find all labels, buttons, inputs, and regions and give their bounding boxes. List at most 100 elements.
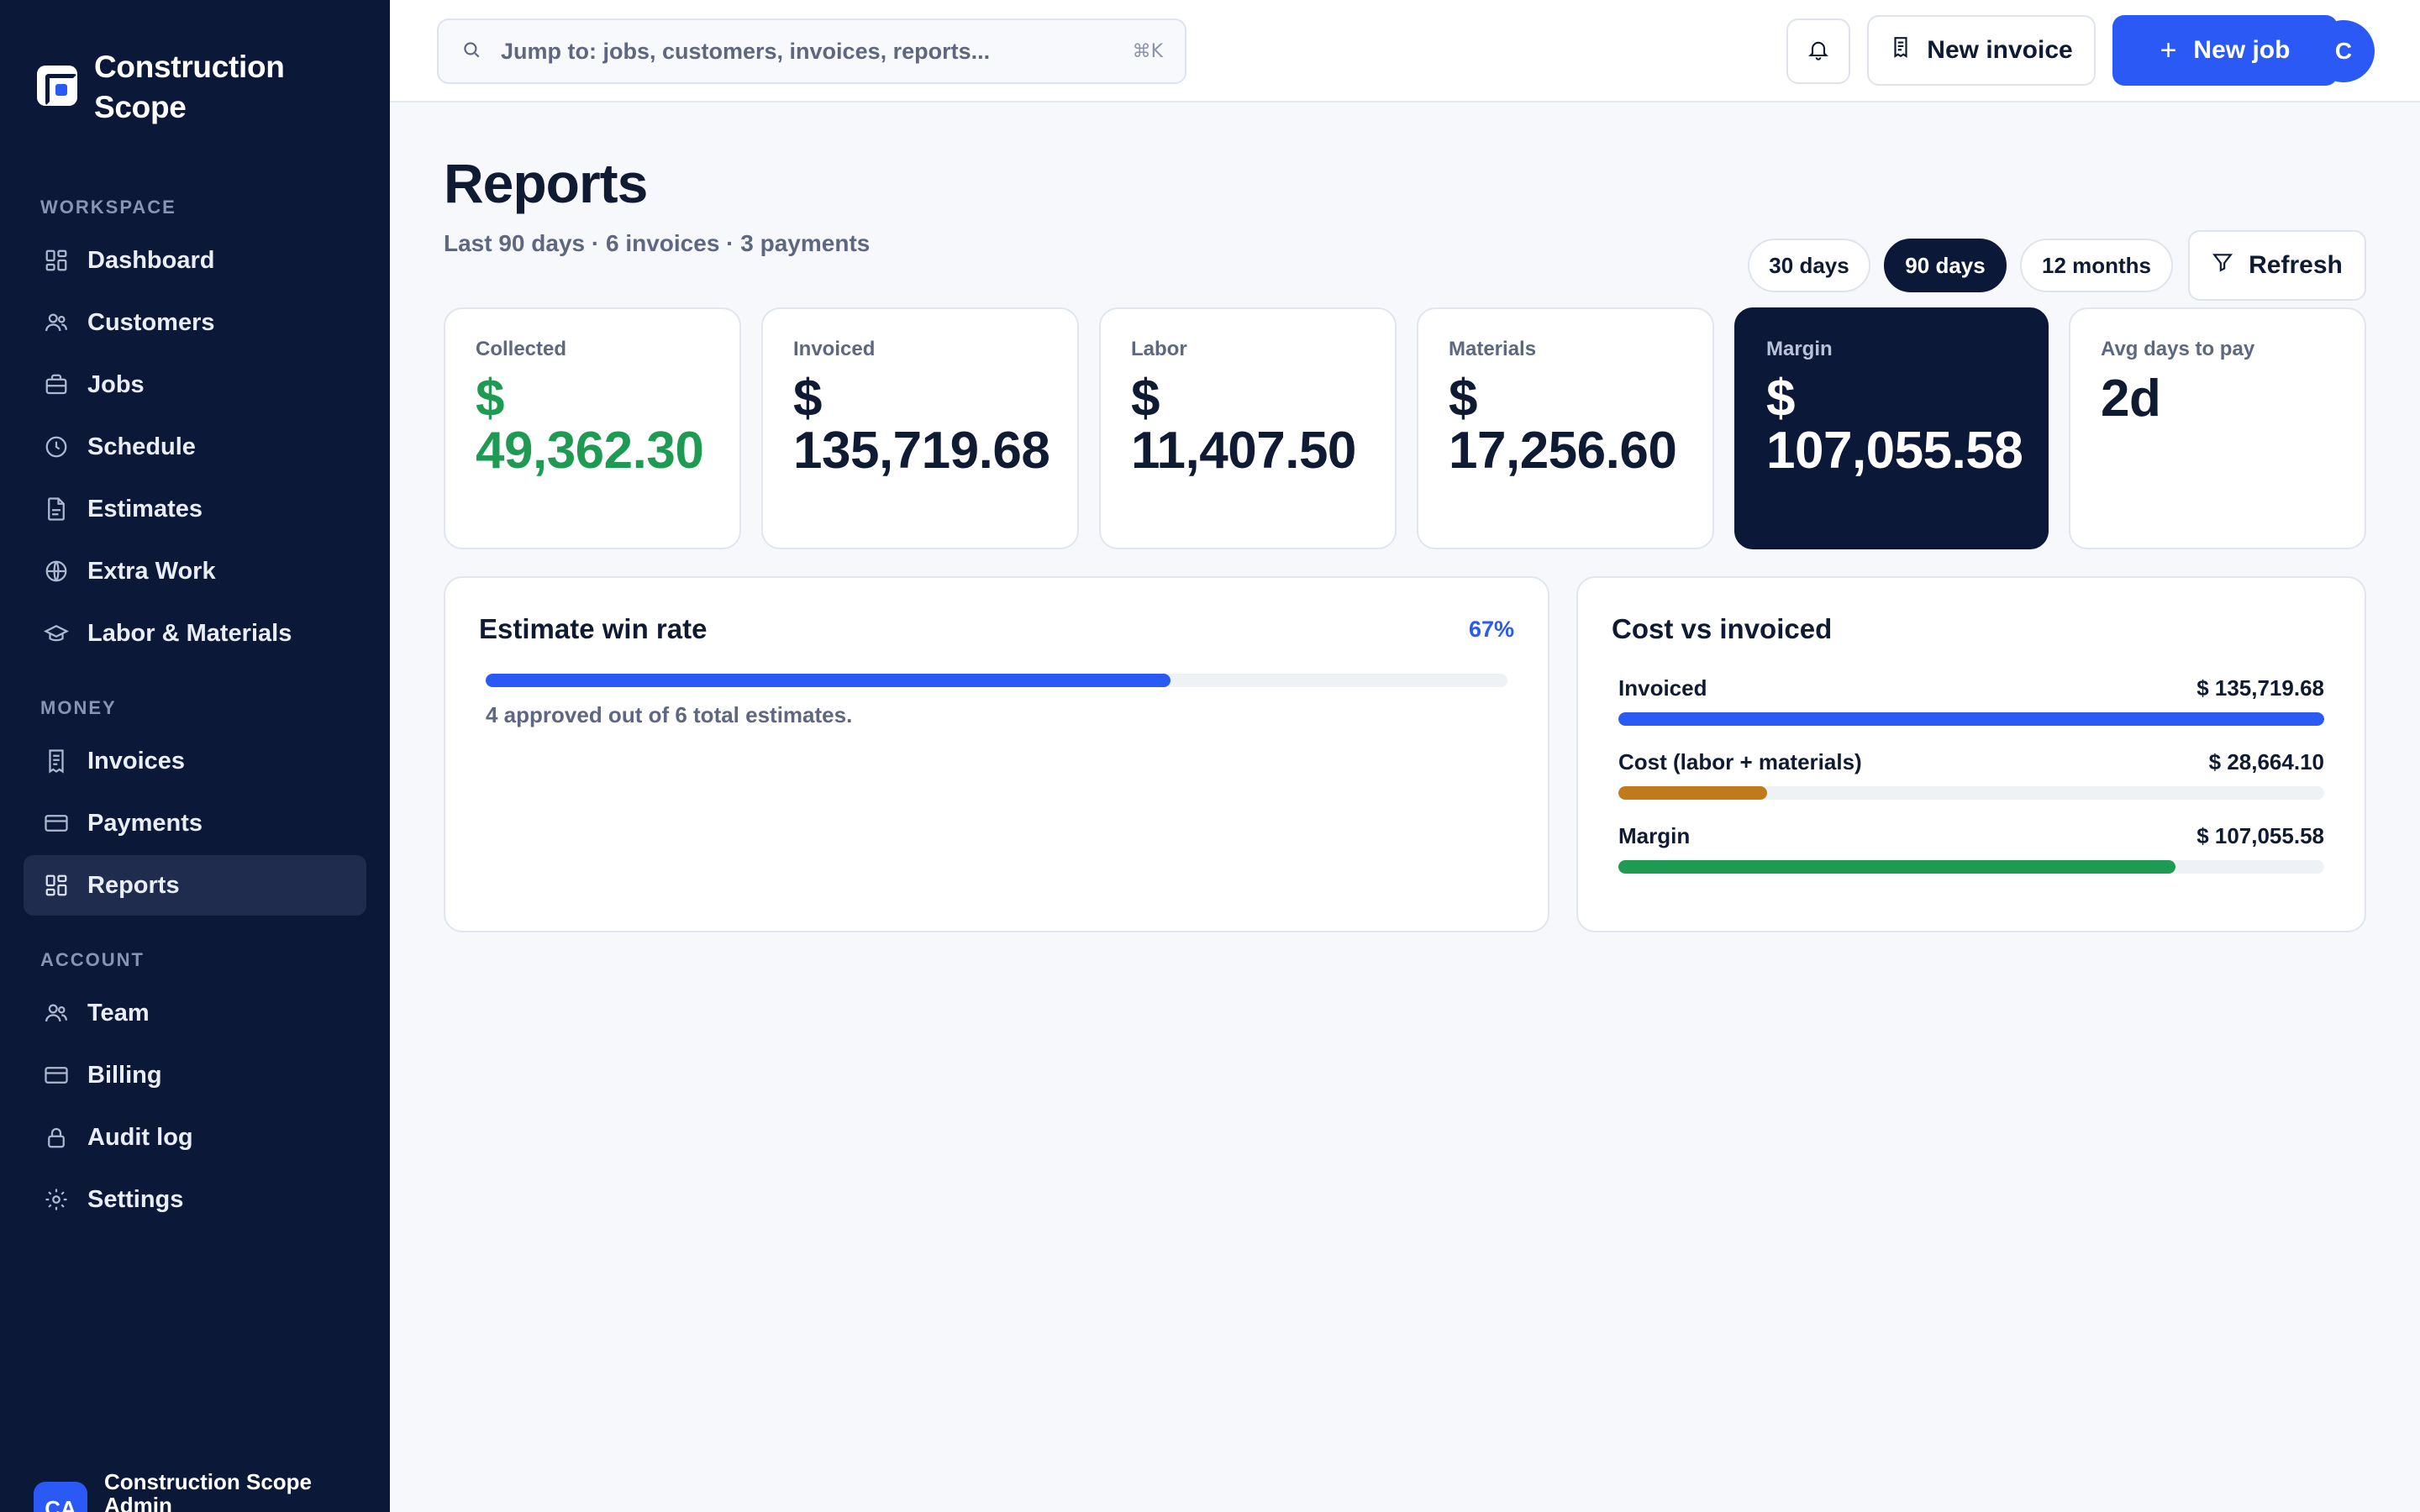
briefcase-icon — [44, 372, 69, 397]
sidebar-item-dashboard[interactable]: Dashboard — [24, 230, 366, 291]
card-title: Cost vs invoiced — [1612, 613, 1833, 644]
search-input[interactable] — [501, 38, 1133, 65]
sidebar-item-label: Extra Work — [87, 557, 216, 585]
cost-row-value: $ 107,055.58 — [2196, 823, 2324, 848]
receipt-icon — [1890, 36, 1927, 65]
sidebar-item-settings[interactable]: Settings — [24, 1169, 366, 1230]
avatar: CA — [34, 1482, 87, 1512]
sidebar-item-label: Labor & Materials — [87, 619, 292, 647]
win-rate-progress — [486, 674, 1507, 687]
range-90-days[interactable]: 90 days — [1884, 239, 2007, 292]
range-12-months[interactable]: 12 months — [2020, 239, 2173, 292]
section-label-workspace: WORKSPACE — [40, 197, 176, 218]
kpi-value: 2d — [2101, 370, 2161, 428]
cost-row-bar-fill — [1618, 860, 2175, 874]
brand-logo-icon — [37, 66, 77, 106]
sidebar-item-billing[interactable]: Billing — [24, 1045, 366, 1105]
gear-icon — [44, 1187, 69, 1212]
kpi-label: Labor — [1131, 338, 1187, 360]
range-30-days[interactable]: 30 days — [1748, 239, 1870, 292]
sidebar-item-jobs[interactable]: Jobs — [24, 354, 366, 415]
cost-row-bar — [1618, 786, 2324, 800]
cost-row-label: Margin — [1618, 823, 1691, 848]
hat-icon — [44, 621, 69, 646]
topbar: ⌘K New invoice + New job C — [390, 0, 2420, 102]
kpi-label: Materials — [1449, 338, 1537, 360]
sidebar-item-labor-materials[interactable]: Labor & Materials — [24, 603, 366, 664]
brand-name: Construction Scope — [94, 50, 285, 124]
globe-icon — [44, 559, 69, 584]
sidebar-item-label: Billing — [87, 1061, 162, 1089]
cost-row-value: $ 135,719.68 — [2196, 675, 2324, 701]
page-subtitle: Last 90 days · 6 invoices · 3 payments — [444, 230, 871, 256]
search-box[interactable]: ⌘K — [437, 18, 1186, 84]
sidebar-item-label: Payments — [87, 809, 203, 837]
sidebar-item-extra-work[interactable]: Extra Work — [24, 541, 366, 601]
sidebar-item-label: Audit log — [87, 1123, 193, 1151]
sidebar-item-label: Jobs — [87, 370, 145, 398]
grid-icon — [44, 248, 69, 273]
sidebar-item-label: Customers — [87, 308, 215, 336]
user-name: Construction Scope Admin — [104, 1469, 313, 1512]
cost-row-label: Cost (labor + materials) — [1618, 749, 1862, 774]
receipt-icon — [44, 748, 69, 774]
win-rate-note: 4 approved out of 6 total estimates. — [486, 702, 853, 727]
filter-icon — [2212, 251, 2249, 280]
cost-row-bar-fill — [1618, 712, 2324, 726]
kpi-value: $135,719.68 — [793, 370, 1050, 480]
search-shortcut: ⌘K — [1132, 40, 1163, 62]
search-icon — [460, 39, 482, 65]
cost-row-label: Invoiced — [1618, 675, 1707, 701]
new-job-label: New job — [2193, 36, 2291, 64]
sidebar-item-label: Invoices — [87, 747, 186, 774]
grid-icon — [44, 873, 69, 898]
sidebar-item-label: Dashboard — [87, 246, 215, 274]
new-invoice-button[interactable]: New invoice — [1867, 15, 2096, 86]
kpi-margin: Margin $107,055.58 — [1734, 307, 2049, 549]
notifications-button[interactable] — [1786, 18, 1850, 84]
sidebar-item-label: Estimates — [87, 495, 203, 522]
clock-icon — [44, 434, 69, 459]
users-icon — [44, 310, 69, 335]
sidebar-item-customers[interactable]: Customers — [24, 292, 366, 353]
account-avatar[interactable]: C — [2312, 20, 2375, 82]
sidebar-item-payments[interactable]: Payments — [24, 793, 366, 853]
refresh-label: Refresh — [2249, 251, 2343, 279]
sidebar-item-label: Team — [87, 999, 150, 1026]
cost-row-bar-fill — [1618, 786, 1768, 800]
kpi-value: $11,407.50 — [1131, 370, 1356, 480]
card-title: Estimate win rate — [479, 613, 708, 644]
refresh-button[interactable]: Refresh — [2188, 230, 2366, 301]
sidebar-item-invoices[interactable]: Invoices — [24, 731, 366, 791]
kpi-materials: Materials $17,256.60 — [1417, 307, 1714, 549]
cost-row-bar — [1618, 712, 2324, 726]
kpi-avg-days-to-pay: Avg days to pay 2d — [2069, 307, 2366, 549]
card-icon — [44, 811, 69, 836]
sidebar-item-schedule[interactable]: Schedule — [24, 417, 366, 477]
sidebar-item-audit-log[interactable]: Audit log — [24, 1107, 366, 1168]
cost-row-value: $ 28,664.10 — [2208, 749, 2324, 774]
sidebar-item-label: Settings — [87, 1185, 184, 1213]
file-icon — [44, 496, 69, 522]
sidebar-item-reports[interactable]: Reports — [24, 855, 366, 916]
bell-icon — [1807, 38, 1830, 66]
kpi-label: Avg days to pay — [2101, 338, 2255, 360]
user-profile[interactable]: CA Construction Scope Admin — [34, 1470, 356, 1512]
win-rate-card: Estimate win rate 67% 4 approved out of … — [444, 576, 1549, 932]
plus-icon: + — [2160, 34, 2177, 66]
sidebar-item-estimates[interactable]: Estimates — [24, 479, 366, 539]
kpi-value: $17,256.60 — [1449, 370, 1677, 480]
cost-vs-invoiced-card: Cost vs invoiced Invoiced $ 135,719.68 C… — [1576, 576, 2366, 932]
lock-icon — [44, 1125, 69, 1150]
sidebar-item-label: Reports — [87, 871, 180, 899]
sidebar-item-team[interactable]: Team — [24, 983, 366, 1043]
kpi-value: $107,055.58 — [1766, 370, 2023, 480]
win-rate-percent: 67% — [1468, 617, 1514, 642]
page-title: Reports — [444, 152, 648, 214]
kpi-value: $49,362.30 — [476, 370, 704, 480]
win-rate-progress-fill — [486, 674, 1171, 687]
kpi-label: Collected — [476, 338, 567, 360]
kpi-label: Margin — [1766, 338, 1833, 360]
new-job-button[interactable]: + New job — [2112, 15, 2338, 86]
brand[interactable]: Construction Scope — [37, 47, 304, 128]
